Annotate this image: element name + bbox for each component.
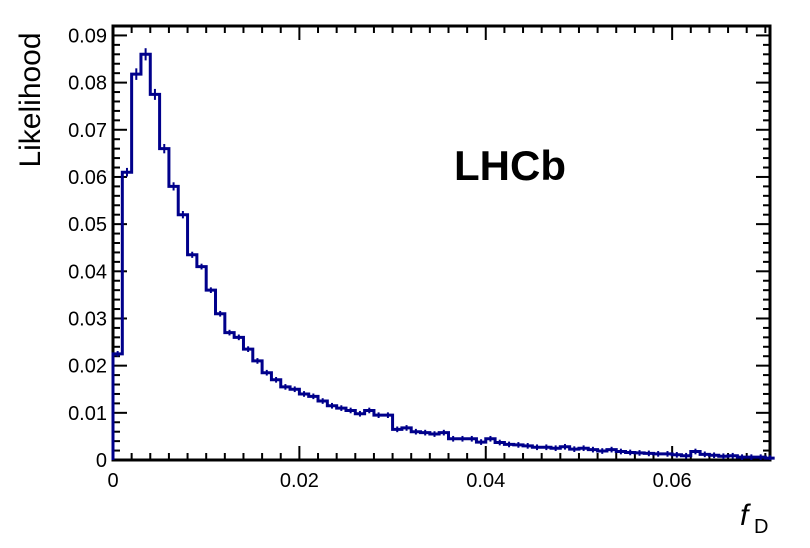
x-tick-label: 0.02 xyxy=(280,470,319,492)
histogram-bars xyxy=(111,48,775,460)
y-tick-label: 0.08 xyxy=(68,73,107,95)
experiment-label: LHCb xyxy=(454,142,566,189)
x-tick-label: 0.04 xyxy=(466,470,505,492)
histogram-outline xyxy=(111,52,775,460)
plot-frame xyxy=(111,24,772,462)
y-tick-label: 0.05 xyxy=(68,214,107,236)
tick-labels: 0 0.02 0.04 0.06 0 0.01 0.02 0.03 0.04 0.05 0.06 0.… xyxy=(68,25,692,492)
plot-border xyxy=(111,24,772,462)
y-tick-label: 0.03 xyxy=(68,308,107,330)
axis-ticks xyxy=(112,25,770,461)
x-tick-label: 0.06 xyxy=(653,470,692,492)
y-tick-label: 0.07 xyxy=(68,120,107,142)
y-tick-label: 0 xyxy=(96,450,107,472)
y-axis-label: Likelihood xyxy=(14,32,47,167)
y-tick-label: 0.02 xyxy=(68,356,107,378)
x-axis-label-subscript: D xyxy=(754,516,768,538)
x-axis-label-main: f xyxy=(740,499,751,532)
y-tick-label: 0.09 xyxy=(68,25,107,47)
y-tick-label: 0.06 xyxy=(68,167,107,189)
y-tick-label: 0.04 xyxy=(68,261,107,283)
y-tick-label: 0.01 xyxy=(68,403,107,425)
x-tick-label: 0 xyxy=(107,470,118,492)
